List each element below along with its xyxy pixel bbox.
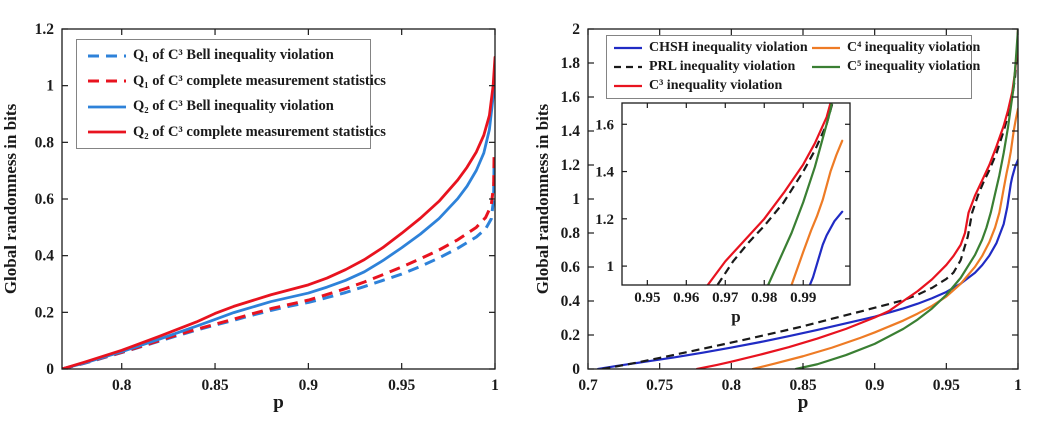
series-line-1 (602, 32, 1018, 369)
curves-group (596, 29, 1018, 369)
series-line-0 (808, 210, 844, 285)
legend-entry: Q₁ of C³ Bell inequality violation (87, 47, 360, 64)
legend-entry: CHSH inequality violation (613, 40, 811, 56)
right-plot-y-tick-label: 2 (572, 21, 580, 38)
series-line-1 (716, 103, 834, 285)
right-plot-y-axis-label: Global randomness in bits (533, 103, 552, 294)
legend-line-swatch (614, 85, 642, 88)
inset-plot: 0.95 0.96 0.97 0.98 0.99 1 1.2 1.4 1.6 p (595, 102, 851, 326)
series-line-2 (706, 103, 832, 285)
legend-label: PRL inequality violation (649, 58, 796, 74)
legend-entry: C⁴ inequality violation (811, 40, 980, 56)
right-plot-x-tick-label: 0.9 (865, 377, 885, 394)
right-plot-x-tick-label: 0.7 (578, 377, 598, 394)
curves-group (706, 103, 844, 285)
left-plot-y-tick-label: 0.4 (35, 248, 55, 265)
right-plot-y-tick-label: 1.4 (561, 123, 581, 140)
left-plot-y-tick-label: 1.2 (35, 21, 55, 38)
right-plot-y-tick-label: 1 (572, 191, 580, 208)
inset-y-tick-label: 1.4 (595, 165, 614, 181)
right-plot-y-tick-label: 0 (572, 361, 580, 378)
right-plot-y-tick-label: 1.2 (561, 157, 581, 174)
right-plot-x-tick-label: 0.8 (722, 377, 742, 394)
legend-line-swatch (614, 46, 642, 49)
right-plot-y-tick-label: 0.2 (561, 327, 581, 344)
left-plot-x-axis-label: p (273, 392, 284, 413)
right-plot-x-axis-label: p (798, 392, 809, 413)
series-line-3 (751, 107, 1018, 369)
inset-x-tick-label: 0.98 (751, 290, 777, 306)
series-line-0 (596, 158, 1018, 369)
series-line-4 (794, 29, 1018, 369)
left-plot-y-tick-label: 1 (46, 78, 54, 95)
legend-entry: Q₁ of C³ complete measurement statistics (87, 73, 386, 90)
right-plot-y-tick-label: 0.4 (561, 293, 581, 310)
legend-line-swatch (88, 54, 126, 58)
legend-label: C⁴ inequality violation (847, 39, 981, 55)
legend-line-swatch (88, 130, 126, 134)
series-line-3 (62, 55, 495, 369)
series-line-2 (62, 60, 495, 369)
legend-label: Q₂ of C³ Bell inequality violation (133, 98, 334, 115)
right-plot-y-tick-label: 1.8 (561, 55, 581, 72)
right-plot-legend: CHSH inequality violation PRL inequality … (606, 35, 980, 99)
inset-frame (621, 102, 851, 286)
right-plot-y-tick-label: 0.6 (561, 259, 581, 276)
left-plot-y-tick-label: 0.6 (35, 191, 55, 208)
inset-x-tick-label: 0.99 (790, 290, 816, 306)
series-line-1 (62, 156, 495, 369)
left-plot: 0.8 0.85 0.9 0.95 1 0 0.2 0.4 0.6 0.8 1 1.2 p Global … (1, 21, 499, 413)
left-plot-x-tick-label: 0.9 (299, 377, 319, 394)
legend-label: CHSH inequality violation (649, 39, 808, 55)
legend-entry: PRL inequality violation (613, 59, 811, 75)
series-line-3 (790, 139, 844, 285)
left-plot-legend: Q₁ of C³ Bell inequality violation Q₁ of … (76, 39, 386, 149)
inset-x-tick-label: 0.95 (634, 290, 660, 306)
series-line-4 (766, 103, 833, 285)
right-plot-x-tick-label: 0.95 (933, 377, 960, 394)
series-line-0 (62, 166, 495, 369)
legend-line-swatch (88, 105, 126, 109)
left-plot-x-tick-label: 1 (491, 377, 499, 394)
left-plot-y-axis-label: Global randomness in bits (1, 103, 20, 294)
legend-entry: C³ inequality violation (613, 78, 811, 94)
inset-x-tick-label: 0.96 (673, 290, 700, 306)
legend-label: Q₁ of C³ complete measurement statistics (133, 72, 386, 89)
legend-line-swatch (812, 46, 840, 49)
legend-label: C³ inequality violation (649, 78, 783, 94)
left-plot-y-tick-label: 0.2 (35, 304, 55, 321)
series-line-2 (695, 29, 1018, 369)
right-plot-y-tick-label: 0.8 (561, 225, 581, 242)
right-plot: 0.7 0.75 0.8 0.85 0.9 0.95 1 0 0.2 0.4 0.6 0.8 1 1.2 1… (533, 21, 1022, 413)
inset-x-tick-label: 0.97 (712, 290, 739, 306)
left-plot-x-tick-label: 0.8 (112, 377, 132, 394)
legend-label: Q₂ of C³ complete measurement statistics (133, 123, 386, 140)
legend-line-swatch (614, 65, 642, 69)
right-plot-x-tick-label: 0.85 (789, 377, 816, 394)
inset-y-tick-label: 1 (607, 259, 615, 275)
legend-entry: Q₂ of C³ complete measurement statistics (87, 124, 386, 141)
left-plot-y-tick-label: 0 (46, 361, 54, 378)
legend-line-swatch (812, 65, 840, 69)
right-plot-x-tick-label: 1 (1014, 377, 1022, 394)
inset-y-tick-label: 1.6 (595, 117, 614, 133)
curves-group (62, 55, 495, 369)
legend-label: Q₁ of C³ Bell inequality violation (133, 47, 334, 64)
legend-line-swatch (88, 79, 126, 83)
right-plot-x-tick-label: 0.75 (646, 377, 673, 394)
left-plot-y-tick-label: 0.8 (35, 134, 55, 151)
legend-entry: Q₂ of C³ Bell inequality violation (87, 98, 360, 115)
inset-background (621, 102, 851, 286)
inset-x-axis-label: p (731, 307, 740, 326)
right-plot-y-tick-label: 1.6 (561, 89, 581, 106)
left-plot-x-tick-label: 0.85 (201, 377, 228, 394)
left-plot-x-tick-label: 0.95 (388, 377, 415, 394)
legend-label: C⁵ inequality violation (847, 58, 981, 74)
inset-y-tick-label: 1.2 (595, 212, 614, 228)
legend-entry: C⁵ inequality violation (811, 59, 980, 75)
